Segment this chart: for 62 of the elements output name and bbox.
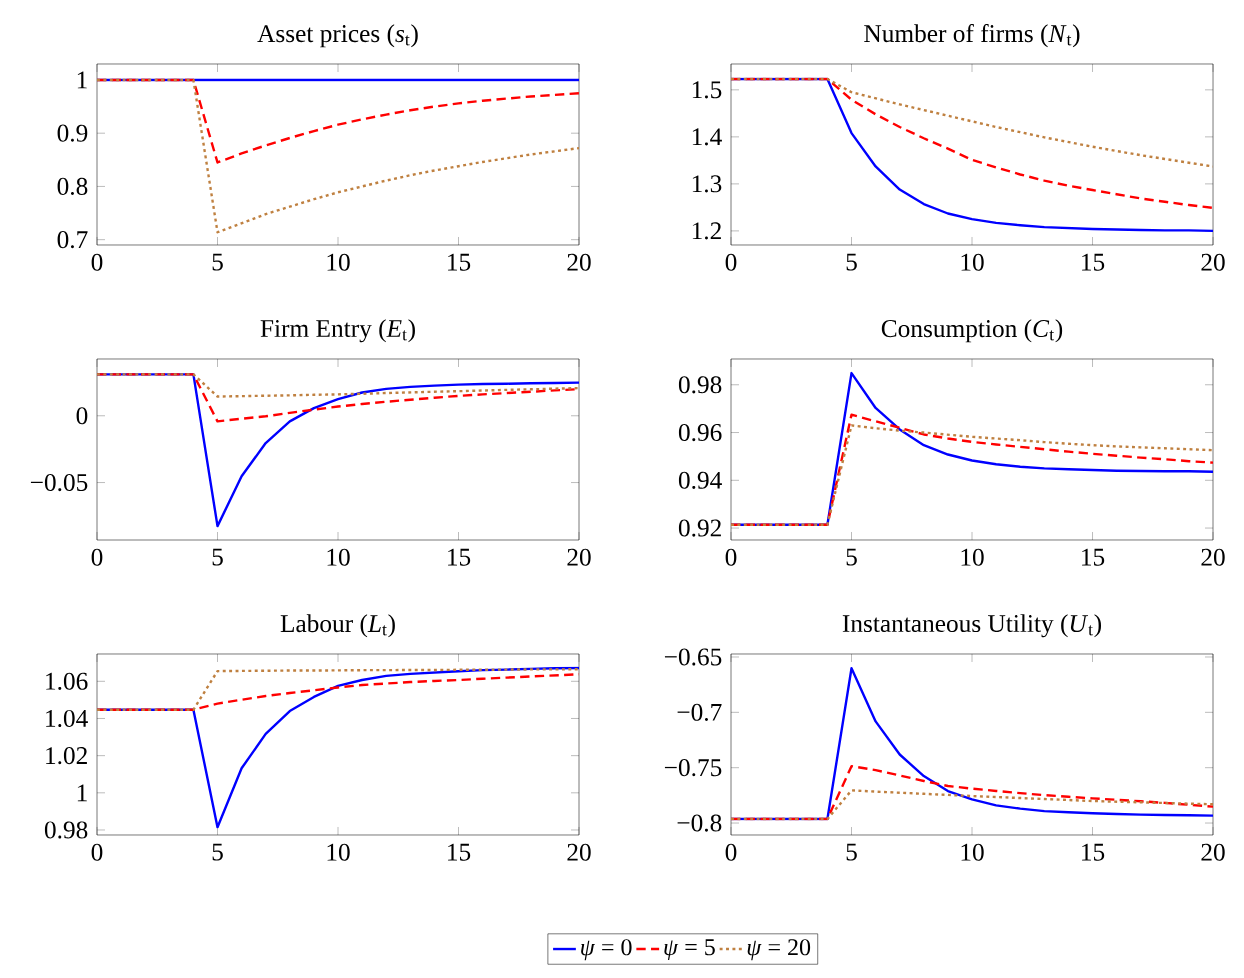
y-tick-label: 0.92	[678, 519, 721, 537]
y-tick-label: 1.04	[46, 709, 88, 728]
chart-title: Instantaneous Utility (U$_{t}$)	[842, 614, 1102, 638]
chart-title: Labour (L$_{t}$)	[280, 614, 395, 638]
chart-title: Firm Entry (E$_{t}$)	[260, 319, 415, 343]
x-tick-label: 15	[1082, 843, 1105, 861]
x-tick-label: 5	[846, 843, 857, 861]
y-tick-label: 0.96	[678, 423, 722, 442]
x-tick-label: 5	[212, 253, 223, 271]
y-tick-label: 1.2	[692, 222, 721, 240]
y-tick-label: 0.8	[57, 177, 88, 196]
x-tick-label: 10	[961, 253, 984, 271]
x-tick-label: 10	[961, 843, 984, 861]
y-tick-label: 0	[76, 407, 88, 425]
y-tick-label: 0.98	[678, 376, 722, 394]
legend-label: ψ = 5	[664, 939, 715, 961]
y-tick-label: −0.8	[677, 814, 722, 832]
y-tick-label: 1.02	[46, 747, 87, 765]
y-tick-label: 0.94	[678, 471, 722, 489]
y-tick-label: 1.06	[46, 672, 88, 690]
x-tick-label: 10	[327, 548, 350, 566]
x-tick-label: 15	[448, 843, 471, 861]
x-tick-label: 0	[91, 548, 103, 566]
x-tick-label: 0	[91, 253, 103, 271]
y-tick-label: −0.05	[30, 473, 88, 492]
y-tick-label: 1	[77, 71, 87, 89]
y-tick-label: 1.5	[692, 81, 722, 99]
x-tick-label: 5	[846, 548, 857, 566]
x-tick-label: 20	[567, 843, 591, 861]
x-tick-label: 5	[212, 843, 223, 861]
chart-title: Number of firms (N$_{t}$)	[864, 24, 1080, 48]
y-tick-label: −0.75	[664, 759, 722, 777]
chart-title: Consumption (C$_{t}$)	[881, 319, 1063, 343]
x-tick-label: 10	[327, 843, 350, 861]
x-tick-label: 0	[725, 843, 737, 861]
x-tick-label: 15	[448, 253, 471, 271]
x-tick-label: 20	[567, 548, 591, 566]
y-tick-label: −0.65	[664, 648, 722, 666]
x-tick-label: 15	[1082, 548, 1105, 566]
x-tick-label: 10	[961, 548, 984, 566]
y-tick-label: −0.7	[677, 703, 722, 721]
legend-label: ψ = 0	[581, 939, 632, 961]
x-tick-label: 0	[725, 548, 737, 566]
x-tick-label: 20	[1201, 253, 1225, 271]
legend-label: ψ = 20	[747, 939, 811, 961]
x-tick-label: 15	[448, 548, 471, 566]
x-tick-label: 0	[91, 843, 103, 861]
y-tick-label: 1.4	[692, 128, 722, 146]
x-tick-label: 20	[1201, 843, 1225, 861]
y-tick-label: 1	[77, 784, 87, 802]
x-tick-label: 15	[1082, 253, 1105, 271]
y-tick-label: 1.3	[692, 175, 722, 193]
x-tick-label: 10	[327, 253, 350, 271]
x-tick-label: 20	[1201, 548, 1225, 566]
y-tick-label: 0.9	[57, 124, 88, 142]
y-tick-label: 0.7	[57, 231, 88, 249]
x-tick-label: 5	[212, 548, 223, 566]
y-tick-label: 0.98	[44, 821, 88, 839]
chart-title: Asset prices (s$_{t}$)	[257, 24, 418, 48]
x-tick-label: 0	[725, 253, 737, 271]
x-tick-label: 5	[846, 253, 857, 271]
x-tick-label: 20	[567, 253, 591, 271]
